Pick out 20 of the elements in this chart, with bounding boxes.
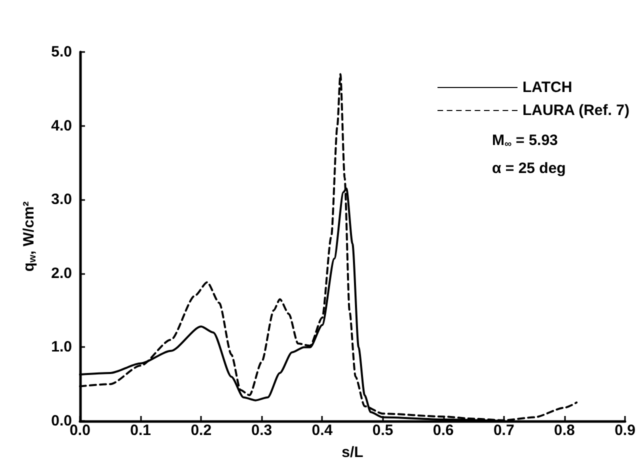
legend-label: LATCH: [522, 79, 572, 96]
y-axis-title: qw, W/cm²: [20, 201, 38, 272]
x-tick-label: 0.8: [554, 422, 575, 439]
annotation: M∞ = 5.93: [492, 132, 558, 150]
x-tick-label: 0.3: [251, 422, 272, 439]
x-tick-label: 0.2: [190, 422, 212, 439]
y-tick-label: 3.0: [51, 191, 72, 208]
legend-label: LAURA (Ref. 7): [522, 102, 630, 119]
x-tick-label: 0.7: [493, 422, 514, 439]
x-tick-label: 0.1: [130, 422, 151, 439]
y-tick-label: 1.0: [51, 338, 72, 356]
y-tick-label: 2.0: [51, 264, 72, 282]
x-tick-label: 0.4: [312, 422, 334, 439]
annotation: α = 25 deg: [492, 160, 566, 177]
x-tick-label: 0.9: [614, 422, 636, 439]
x-tick-label: 0.6: [432, 422, 454, 439]
y-tick-label: 5.0: [51, 44, 72, 60]
x-axis-title: s/L: [342, 444, 364, 461]
x-tick-label: 0.5: [372, 422, 394, 439]
y-tick-label: 4.0: [51, 117, 72, 134]
